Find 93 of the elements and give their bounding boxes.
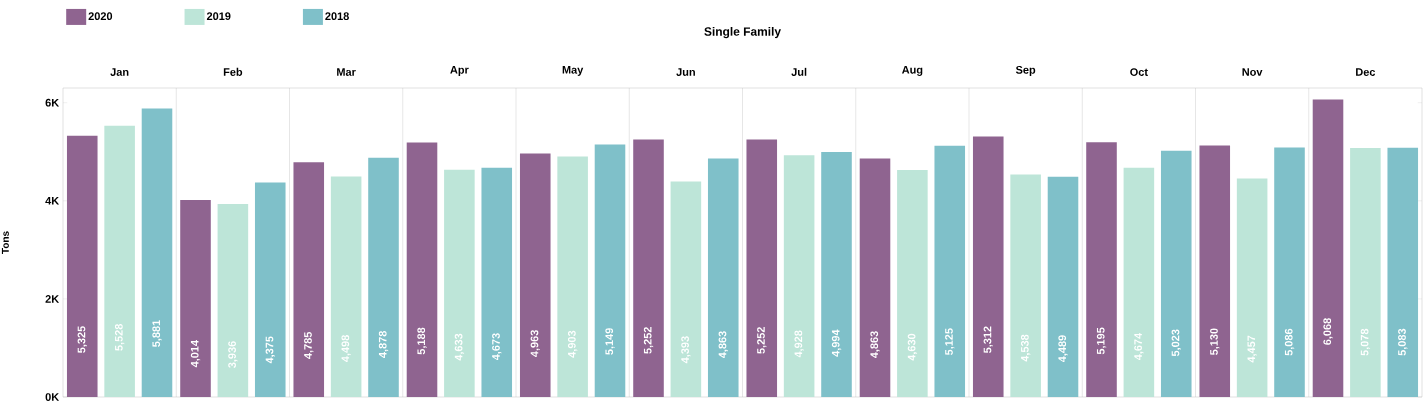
data-label: 5,312	[983, 326, 993, 354]
data-label: 4,538	[1020, 334, 1031, 362]
x-tick-label: Aug	[901, 66, 923, 76]
data-label: 5,252	[643, 327, 654, 354]
bar	[821, 152, 852, 397]
bar	[104, 125, 135, 397]
data-label: 4,963	[530, 330, 540, 357]
data-label: 4,457	[1247, 335, 1257, 363]
data-label: 4,674	[1134, 332, 1144, 361]
data-label: 4,375	[265, 336, 275, 364]
bar	[444, 169, 475, 397]
y-tick-label: 2K	[45, 295, 60, 303]
bar	[1160, 150, 1192, 397]
x-tick-label: Oct	[1130, 68, 1148, 76]
data-label: 5,086	[1284, 328, 1295, 356]
bar	[859, 158, 891, 397]
data-label: 4,393	[681, 336, 691, 364]
x-tick-label: Dec	[1356, 68, 1376, 76]
legend-label: 2019	[206, 12, 231, 21]
data-label: 4,630	[907, 333, 918, 361]
data-label: 4,878	[378, 331, 389, 358]
bar	[1199, 145, 1231, 397]
data-label: 5,881	[152, 320, 162, 347]
bar	[557, 156, 588, 397]
bar	[1086, 142, 1117, 397]
data-label: 6,068	[1323, 318, 1333, 345]
data-label: 4,014	[190, 340, 201, 368]
data-label: 5,125	[945, 328, 955, 356]
chart-title: Single Family	[704, 26, 781, 39]
bar	[897, 169, 928, 397]
data-label: 5,023	[1171, 329, 1181, 357]
data-label: 4,903	[567, 330, 578, 358]
data-label: 5,195	[1096, 327, 1107, 355]
bar	[217, 203, 249, 397]
data-label: 4,633	[454, 333, 465, 361]
data-label: 5,528	[114, 323, 125, 351]
legend-label: 2020	[88, 12, 113, 21]
bar	[1274, 147, 1305, 397]
data-label: 4,928	[794, 330, 804, 358]
bar	[1312, 99, 1344, 397]
x-tick-label: May	[562, 66, 584, 76]
x-tick-label: Nov	[1242, 68, 1263, 76]
bar	[141, 108, 173, 397]
x-tick-label: Jul	[791, 67, 807, 76]
data-label: 5,252	[757, 327, 767, 354]
bar	[594, 144, 626, 397]
bar	[180, 200, 211, 397]
bar	[66, 135, 98, 397]
data-label: 4,863	[870, 331, 880, 359]
data-label: 5,078	[1360, 328, 1371, 356]
x-tick-label: Sep	[1015, 65, 1036, 76]
bar	[934, 145, 966, 397]
data-label: 4,863	[718, 331, 728, 359]
data-label: 4,673	[492, 333, 502, 361]
bar	[1350, 147, 1381, 397]
data-label: 5,130	[1210, 328, 1220, 356]
bar	[707, 158, 739, 397]
bar	[481, 167, 513, 397]
x-tick-label: Apr	[450, 66, 469, 76]
data-label: 4,498	[341, 335, 351, 362]
x-tick-label: Feb	[223, 67, 243, 76]
bar	[1236, 178, 1268, 397]
data-label: 5,325	[77, 326, 87, 353]
bar	[670, 181, 702, 397]
data-label: 4,785	[304, 331, 314, 359]
x-tick-label: Jan	[110, 68, 129, 76]
data-label: 3,936	[228, 341, 238, 368]
bar	[1387, 147, 1419, 397]
bar	[293, 162, 325, 397]
bar	[1010, 174, 1041, 397]
bar	[1047, 176, 1079, 397]
x-tick-label: Mar	[337, 68, 356, 76]
bar	[972, 136, 1004, 397]
x-tick-label: Jun	[676, 68, 695, 76]
bar	[330, 176, 362, 397]
bar	[1123, 167, 1155, 397]
bar	[746, 139, 778, 397]
bar	[633, 139, 664, 397]
y-tick-label: 6K	[45, 98, 60, 107]
data-label: 4,489	[1058, 335, 1068, 363]
y-tick-label: 4K	[45, 197, 60, 205]
bar	[519, 153, 551, 397]
legend-label: 2018	[325, 12, 349, 21]
y-tick-label: 0K	[45, 393, 60, 401]
data-label: 4,994	[831, 329, 842, 357]
bar	[254, 182, 286, 397]
bar	[406, 142, 438, 397]
y-axis-title: Tons	[1, 231, 9, 254]
data-label: 5,149	[605, 328, 615, 355]
bar	[783, 155, 815, 397]
data-label: 5,188	[417, 327, 427, 355]
data-label: 5,083	[1398, 328, 1408, 356]
bar	[368, 157, 399, 397]
